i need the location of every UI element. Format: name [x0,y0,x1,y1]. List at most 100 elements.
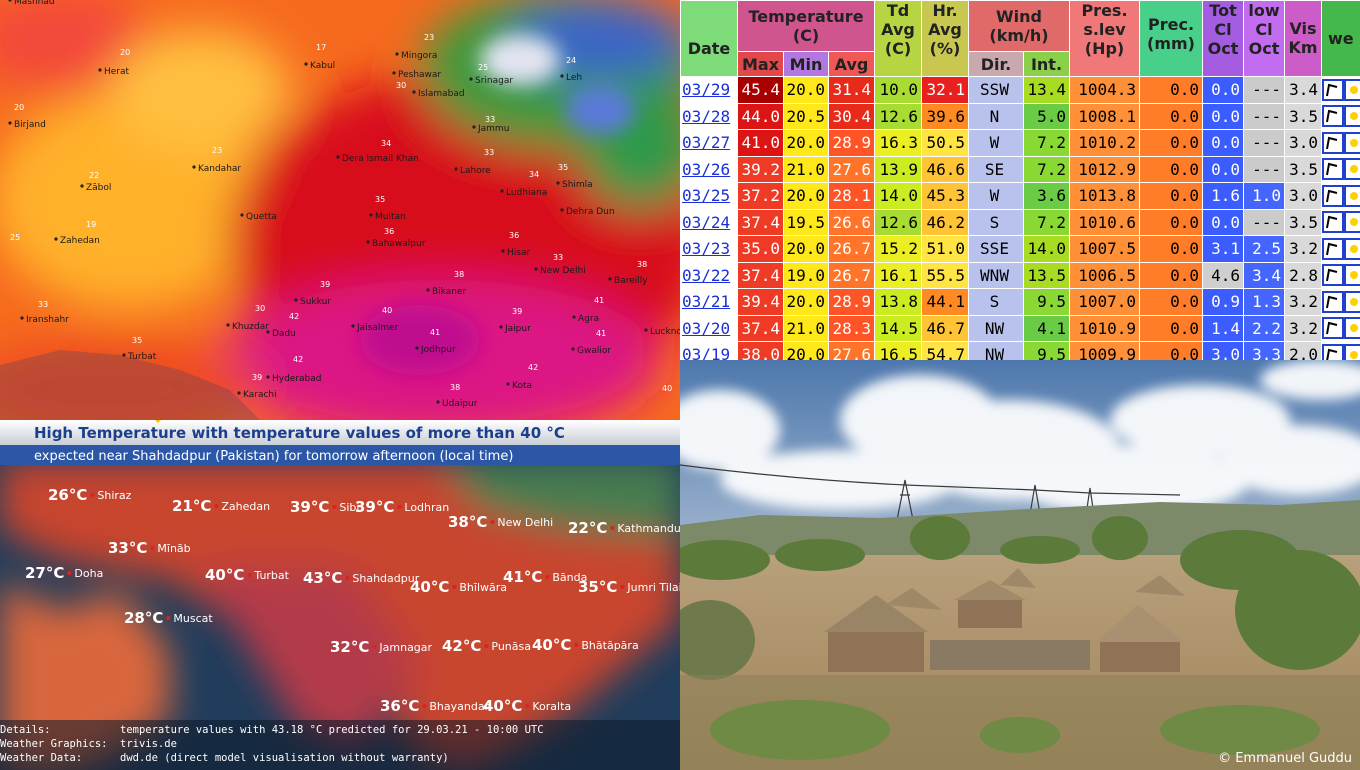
date-link[interactable]: 03/28 [681,103,737,129]
table-cell: 45.4 [738,77,783,103]
table-cell: 7.2 [1024,130,1069,156]
table-cell: 46.7 [922,315,968,341]
table-cell: 9.5 [1024,289,1069,315]
city-dot [506,382,510,386]
header-hr: Hr. Avg (%) [922,1,968,76]
table-cell: 3.5 [1285,209,1321,235]
date-link[interactable]: 03/19 [681,342,737,360]
city-dot [369,213,373,217]
table-cell: 46.2 [922,209,968,235]
table-cell: 14.0 [875,183,921,209]
table-cell: 28.3 [829,315,874,341]
temperature-label: 24 [566,56,576,65]
table-cell: 39.4 [738,289,783,315]
icon [1322,184,1360,207]
table-cell: 50.5 [922,130,968,156]
city-label: Muscat [173,612,213,625]
table-cell: 4.6 [1203,262,1243,288]
table-cell: 37.2 [738,183,783,209]
table-cell: --- [1244,156,1284,182]
weather-icons [1322,262,1360,288]
city-label: Mīnāb [157,542,190,555]
temperature-label: 21°C [172,497,211,515]
header-int: Int. [1024,52,1069,76]
table-cell: 26.7 [829,262,874,288]
details-value: dwd.de (direct model visualisation witho… [120,752,449,764]
table-cell: 3.2 [1285,236,1321,262]
date-link[interactable]: 03/23 [681,236,737,262]
table-cell: 0.0 [1140,130,1202,156]
city-label: Bhātāpāra [581,639,638,652]
city-dot [452,585,457,589]
temperature-label: 35 [558,163,568,172]
city-label: Udaipur [442,399,478,409]
table-cell: 51.0 [922,236,968,262]
date-link[interactable]: 03/24 [681,209,737,235]
city-label: Bahawalpur [372,239,426,249]
date-link[interactable]: 03/21 [681,289,737,315]
city-dot [247,573,252,577]
photo-credit: © Emmanuel Guddu [1218,751,1352,766]
city-label: Zahedan [60,236,100,246]
table-cell: 0.0 [1140,103,1202,129]
table-cell: 44.1 [922,289,968,315]
table-cell: 7.2 [1024,209,1069,235]
city-label: Koralta [532,700,571,713]
date-link[interactable]: 03/20 [681,315,737,341]
table-row: 03/21 39.4 20.0 28.9 13.8 44.1 S 9.5 1007.0 0.0 0.… [681,289,1360,315]
city-label: Dehra Dun [566,207,615,217]
city-label: New Delhi [497,516,553,529]
table-cell: 13.5 [1024,262,1069,288]
weather-icons [1322,209,1360,235]
date-link[interactable]: 03/26 [681,156,737,182]
city-label: Turbat [127,352,157,362]
table-cell: 2.2 [1244,315,1284,341]
date-link[interactable]: 03/22 [681,262,737,288]
city-dot [644,328,648,332]
table-cell: 3.0 [1285,183,1321,209]
table-cell: 16.3 [875,130,921,156]
table-cell: 26.6 [829,209,874,235]
table-cell: 14.5 [875,315,921,341]
icon [1322,105,1360,128]
city-dot [240,213,244,217]
temperature-label: 41 [596,329,606,338]
table-cell: 1007.0 [1070,289,1139,315]
date-link[interactable]: 03/29 [681,77,737,103]
temperature-label: 22°C [568,519,607,537]
city-dot [266,330,270,334]
table-cell: 21.0 [784,315,828,341]
table-cell: 0.0 [1140,262,1202,288]
header-min: Min [784,52,828,76]
city-dot [412,90,416,94]
city-label: Sukkur [300,297,331,307]
date-link[interactable]: 03/27 [681,130,737,156]
header-temperature: Temperature (C) [738,1,874,51]
header-date: Date [681,1,737,76]
table-row: 03/22 37.4 19.0 26.7 16.1 55.5 WNW 13.5 1006.5 0.… [681,262,1360,288]
city-label: Hyderabad [272,374,322,384]
table-cell: 9.5 [1024,342,1069,360]
table-cell: N [969,103,1023,129]
city-dot [67,571,72,575]
city-dot [426,288,430,292]
table-cell: 14.0 [1024,236,1069,262]
table-cell: 3.2 [1285,315,1321,341]
table-cell: 3.0 [1285,130,1321,156]
header-avg: Avg [829,52,874,76]
table-cell: 0.0 [1140,289,1202,315]
table-cell: 15.2 [875,236,921,262]
city-label: Turbat [253,569,289,582]
city-dot [226,323,230,327]
table-cell: 3.4 [1285,77,1321,103]
temperature-label: 27°C [25,564,64,582]
table-cell: 7.2 [1024,156,1069,182]
city-label: Bhīlwāra [459,581,507,594]
table-cell: 1006.5 [1070,262,1139,288]
table-cell: 4.1 [1024,315,1069,341]
table-cell: 12.6 [875,103,921,129]
table-cell: 28.1 [829,183,874,209]
icon [1322,158,1360,181]
date-link[interactable]: 03/25 [681,183,737,209]
